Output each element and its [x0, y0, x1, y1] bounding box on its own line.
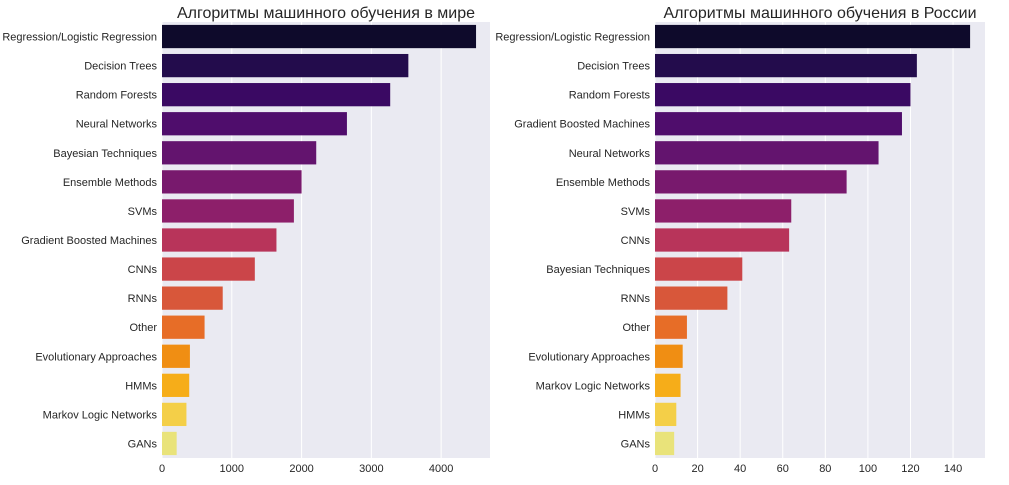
tick-labels: 0 1000 2000 3000 4000 — [159, 463, 453, 475]
category-label: Random Forests — [76, 90, 158, 102]
category-label: Neural Networks — [76, 119, 158, 131]
category-label: Ensemble Methods — [556, 177, 651, 189]
category-label: Decision Trees — [84, 61, 157, 73]
category-label: RNNs — [621, 293, 651, 305]
category-label: Other — [622, 322, 650, 334]
bar — [655, 83, 911, 107]
bar — [162, 315, 205, 339]
category-label: Bayesian Techniques — [53, 148, 157, 160]
category-label: SVMs — [128, 206, 158, 218]
bar — [162, 402, 187, 427]
x-tick-label: 2000 — [289, 463, 313, 475]
category-label: Bayesian Techniques — [546, 264, 650, 276]
chart-title: Алгоритмы машинного обучения в России — [663, 5, 976, 22]
bar — [162, 373, 190, 397]
x-tick-label: 140 — [944, 463, 962, 475]
category-label: CNNs — [128, 264, 158, 276]
x-tick-label: 3000 — [359, 463, 383, 475]
chart-russia: Regression/Logistic Regression Decision T… — [495, 5, 985, 475]
bar — [162, 112, 347, 136]
category-label: GANs — [128, 438, 158, 450]
bar — [655, 24, 971, 49]
bar — [655, 170, 847, 194]
tick-labels: 0 20 40 60 80 100 120 140 — [652, 463, 962, 475]
bar — [162, 83, 391, 107]
bar — [162, 24, 477, 49]
x-tick-label: 120 — [901, 463, 919, 475]
category-label: Evolutionary Approaches — [528, 351, 650, 363]
bar — [162, 170, 302, 194]
category-label: GANs — [621, 438, 651, 450]
bar — [655, 141, 879, 165]
bar — [655, 257, 743, 281]
bar — [655, 53, 917, 78]
x-tick-label: 20 — [691, 463, 703, 475]
category-label: Regression/Logistic Regression — [2, 32, 157, 44]
x-tick-label: 0 — [159, 463, 165, 475]
x-tick-label: 60 — [777, 463, 789, 475]
bars — [655, 24, 971, 456]
category-label: Regression/Logistic Regression — [495, 32, 650, 44]
chart-title: Алгоритмы машинного обучения в мире — [177, 5, 475, 22]
x-tick-label: 80 — [819, 463, 831, 475]
bar — [655, 373, 681, 397]
chart-world: Regression/Logistic Regression Decision T… — [2, 5, 490, 475]
bar — [655, 431, 675, 456]
category-label: Gradient Boosted Machines — [21, 235, 157, 247]
category-label: Random Forests — [569, 90, 651, 102]
x-tick-label: 100 — [859, 463, 877, 475]
category-label: Markov Logic Networks — [43, 409, 158, 421]
bar — [162, 286, 223, 310]
bar — [162, 53, 409, 78]
bar — [162, 431, 177, 456]
category-label: HMMs — [618, 409, 650, 421]
category-labels: Regression/Logistic Regression Decision T… — [2, 32, 157, 451]
x-tick-label: 0 — [652, 463, 658, 475]
bar — [162, 257, 255, 281]
category-label: Gradient Boosted Machines — [514, 119, 650, 131]
bars — [162, 24, 477, 456]
category-labels: Regression/Logistic Regression Decision T… — [495, 32, 650, 451]
category-label: SVMs — [621, 206, 651, 218]
bar — [162, 344, 190, 368]
category-label: Other — [129, 322, 157, 334]
bar — [162, 141, 317, 165]
bar — [655, 228, 790, 252]
category-label: Ensemble Methods — [63, 177, 158, 189]
category-label: Neural Networks — [569, 148, 651, 160]
category-label: Markov Logic Networks — [536, 380, 651, 392]
bar — [655, 344, 683, 368]
category-label: RNNs — [128, 293, 158, 305]
category-label: CNNs — [621, 235, 651, 247]
bar — [655, 112, 902, 136]
bar — [655, 315, 687, 339]
category-label: Evolutionary Approaches — [35, 351, 157, 363]
x-tick-label: 1000 — [220, 463, 244, 475]
bar — [162, 199, 294, 223]
category-label: HMMs — [125, 380, 157, 392]
category-label: Decision Trees — [577, 61, 650, 73]
bar — [162, 228, 277, 252]
bar — [655, 402, 677, 427]
bar — [655, 286, 728, 310]
bar — [655, 199, 792, 223]
x-tick-label: 40 — [734, 463, 746, 475]
x-tick-label: 4000 — [429, 463, 453, 475]
